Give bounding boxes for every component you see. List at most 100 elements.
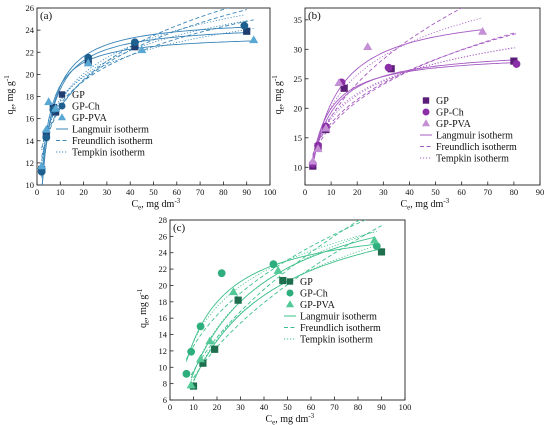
panel-a: 0 10 20 30 40 50 60 70 80 90 100101214161820222426… xyxy=(3,3,276,212)
y-tick-label: 12 xyxy=(159,346,168,356)
y-tick-label: 20 xyxy=(159,280,168,290)
x-tick-label: 40 xyxy=(126,187,135,197)
y-axis-label: qe, mg g-1 xyxy=(271,75,286,115)
x-tick-label: 60 xyxy=(307,402,316,412)
fit-curve-temp xyxy=(190,231,375,381)
data-point-gp-ch xyxy=(269,260,278,269)
legend-entry: Langmuir isotherm xyxy=(436,131,513,142)
plot-frame xyxy=(304,7,541,186)
data-point-gp xyxy=(510,57,518,65)
fit-curve-temp xyxy=(186,231,377,361)
x-tick-label: 80 xyxy=(510,187,519,197)
data-point-gp-pva xyxy=(249,35,259,44)
x-tick-label: 20 xyxy=(213,402,222,412)
legend-entry: GP-Ch xyxy=(72,102,100,113)
x-tick-label: 10 xyxy=(189,402,198,412)
x-tick-label: 10 xyxy=(56,187,65,197)
legend-entry: GP-PVA xyxy=(436,119,472,130)
y-tick-label: 35 xyxy=(294,15,303,25)
y-tick-label: 15 xyxy=(294,133,303,143)
fit-curve-temp xyxy=(41,14,245,165)
y-tick-label: 10 xyxy=(294,162,303,172)
legend-entry: Freundlich isotherm xyxy=(72,136,153,147)
data-point-gp-pva xyxy=(228,287,238,296)
data-point-gp xyxy=(211,345,219,353)
x-tick-label: 70 xyxy=(330,402,339,412)
data-point-gp-pva xyxy=(369,235,379,244)
data-point-gp-ch xyxy=(182,369,191,378)
x-tick-label: 90 xyxy=(536,187,545,197)
fit-curve-lang xyxy=(190,236,375,379)
x-tick-label: 70 xyxy=(484,187,493,197)
legend-marker-gp-pva xyxy=(421,119,431,127)
data-point-gp-ch xyxy=(240,21,249,30)
y-tick-label: 22 xyxy=(159,264,168,274)
y-tick-label: 16 xyxy=(159,313,168,323)
legend-marker-gp-ch xyxy=(286,289,294,297)
data-point-gp-pva xyxy=(308,156,318,165)
data-point-gp xyxy=(243,27,251,35)
legend-marker-gp xyxy=(58,91,66,98)
panel-c: 0 10 20 30 40 50 60 70 80 90 100 6 8 10 12 14 16 18 20 22 24… xyxy=(136,215,411,425)
data-point-gp-ch xyxy=(384,63,393,72)
data-point-gp-ch xyxy=(372,242,381,251)
x-axis-label: Ce, mg dm-3 xyxy=(401,197,450,212)
data-point-gp xyxy=(279,276,287,285)
data-point-gp-pva xyxy=(44,97,54,106)
panel-label: (b) xyxy=(308,10,321,22)
x-tick-label: 50 xyxy=(283,402,292,412)
x-tick-label: 10 xyxy=(327,187,336,197)
data-point-gp-ch xyxy=(512,60,521,68)
x-tick-label: 40 xyxy=(405,187,414,197)
x-tick-label: 70 xyxy=(196,187,205,197)
y-tick-label: 30 xyxy=(294,44,303,54)
y-tick-label: 18 xyxy=(159,297,168,307)
fit-curve-freund xyxy=(41,19,254,149)
x-tick-label: 40 xyxy=(260,402,269,412)
legend-entry: GP-Ch xyxy=(300,289,328,300)
panel-b: 0 10 20 30 40 50 60 70 80 90 10 15 20 25 30 35 (b) Ce, mg… xyxy=(271,7,545,212)
plot-frame xyxy=(169,219,406,401)
legend-marker-gp-ch xyxy=(422,108,430,116)
data-point-gp-pva xyxy=(196,354,206,363)
legend-entry: GP-Ch xyxy=(436,108,464,119)
data-point-gp-pva xyxy=(51,103,61,112)
x-tick-label: 0 xyxy=(303,187,307,197)
data-point-gp-ch xyxy=(196,322,205,331)
x-axis-label: Ce, mg dm-3 xyxy=(266,412,315,425)
data-point-gp-ch xyxy=(84,53,93,62)
y-tick-label: 14 xyxy=(159,330,168,340)
y-tick-label: 20 xyxy=(294,103,303,113)
y-tick-label: 24 xyxy=(26,25,35,35)
data-point-gp xyxy=(131,43,139,51)
data-point-gp-pva xyxy=(313,144,323,153)
legend-entry: Tempkin isotherm xyxy=(300,335,373,346)
data-point-gp-ch xyxy=(37,167,46,176)
y-tick-label: 12 xyxy=(26,158,35,168)
data-point-gp-ch xyxy=(42,133,51,142)
y-tick-label: 16 xyxy=(26,114,35,124)
data-point-gp-pva xyxy=(205,336,215,345)
x-tick-label: 30 xyxy=(103,187,112,197)
y-tick-label: 22 xyxy=(26,47,35,57)
legend-entry: Freundlich isotherm xyxy=(436,142,517,153)
legend-entry: Tempkin isotherm xyxy=(436,154,509,165)
legend-marker-gp-pva xyxy=(285,300,295,308)
fit-curve-freund xyxy=(312,33,517,155)
x-tick-label: 50 xyxy=(431,187,440,197)
panel-label: (a) xyxy=(40,10,53,22)
fit-curve-freund xyxy=(312,32,515,158)
x-tick-label: 50 xyxy=(149,187,158,197)
x-tick-label: 80 xyxy=(219,187,228,197)
x-tick-label: 0 xyxy=(168,402,172,412)
fit-curve-temp xyxy=(312,17,483,164)
data-point-gp xyxy=(377,248,386,256)
y-tick-label: 28 xyxy=(159,215,168,225)
y-tick-label: 25 xyxy=(294,74,303,84)
y-axis-label: qe, mg g-1 xyxy=(136,288,151,328)
x-axis-label: Ce, mg dm-3 xyxy=(132,197,181,212)
fit-curve-freund xyxy=(312,8,463,158)
